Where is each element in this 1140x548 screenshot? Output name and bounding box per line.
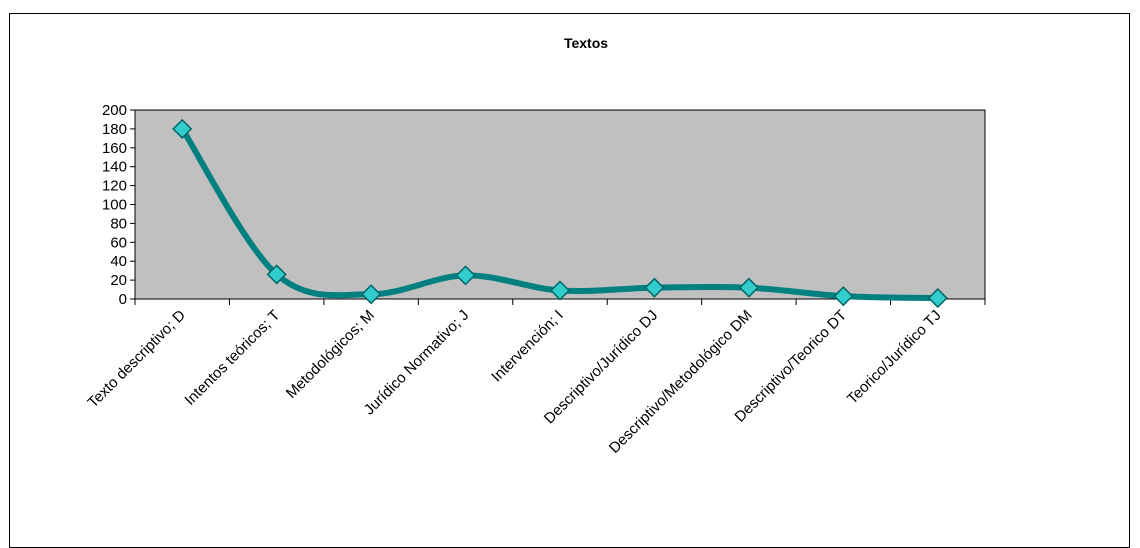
data-point-marker [738, 277, 759, 298]
y-tick-label: 80 [110, 215, 127, 232]
data-point-marker [361, 284, 382, 305]
y-tick-label: 60 [110, 234, 127, 251]
y-tick-label: 140 [102, 159, 127, 176]
y-tick-label: 160 [102, 140, 127, 157]
x-tick-label: Intentos teóricos; T [181, 307, 283, 409]
data-point-marker [172, 118, 193, 139]
x-tick-label: Texto descriptivo; D [84, 307, 189, 412]
y-tick-label: 180 [102, 121, 127, 138]
y-tick-label: 40 [110, 253, 127, 270]
y-tick-label: 0 [119, 291, 127, 308]
data-point-marker [927, 287, 948, 309]
y-tick-label: 20 [110, 272, 127, 289]
data-point-marker [549, 280, 571, 301]
x-tick-label: Jurídico Normativo; J [361, 307, 473, 419]
y-tick-label: 120 [102, 178, 127, 195]
x-tick-label: Metodológicos; M [283, 307, 378, 402]
y-tick-label: 200 [102, 102, 127, 119]
x-tick-label: Teorico/Jurídico TJ [844, 307, 945, 408]
x-tick-label: Intervención; I [488, 307, 567, 386]
data-point-marker [644, 277, 665, 298]
y-tick-label: 100 [102, 197, 127, 214]
data-point-marker [833, 286, 854, 307]
chart-title: Textos [564, 35, 608, 51]
data-point-marker [266, 264, 287, 285]
data-point-marker [455, 265, 476, 286]
series-line [172, 118, 948, 309]
plot-area [134, 109, 986, 300]
